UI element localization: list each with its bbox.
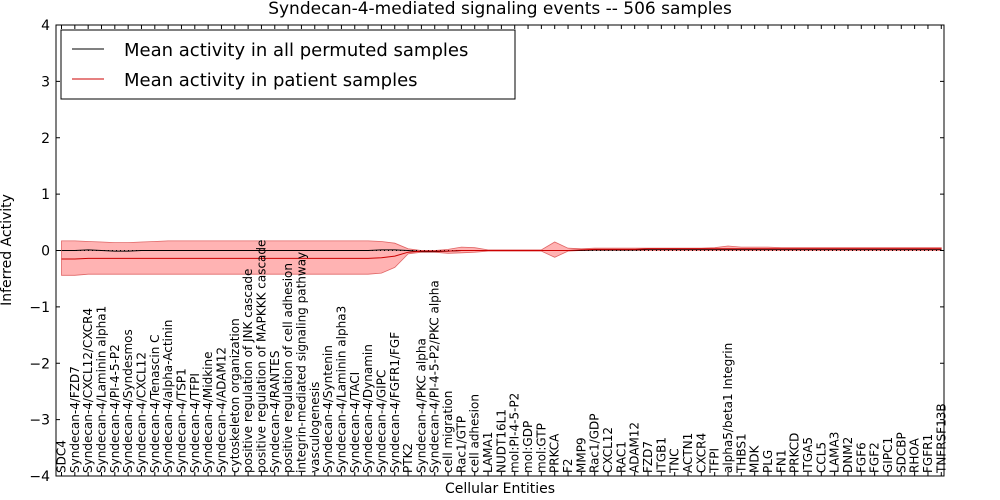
y-tick-label: −2	[29, 356, 50, 372]
x-tick-label: cytoskeleton organization	[228, 318, 242, 473]
x-tick-label: Rac1/GTP	[454, 416, 468, 473]
x-tick-label: SDCBP	[894, 432, 908, 473]
x-tick-label: Syndecan-4/PI-4-5-P2/PKC alpha	[428, 280, 442, 473]
x-tick-label: Syndecan-4/CXCL12	[135, 352, 149, 473]
x-tick-label: SDC4	[55, 440, 69, 473]
x-tick-label: Syndecan-4/TFPI	[188, 373, 202, 473]
y-axis: −4 −3 −2 −1 0 1 2 3 4	[29, 18, 944, 485]
y-tick-label: 0	[41, 244, 50, 260]
x-tick-label: Syndecan-4/CXCL12/CXCR4	[81, 308, 95, 473]
x-tick-label: DNM2	[841, 437, 855, 473]
x-tick-label: ITGB1	[654, 437, 668, 473]
x-tick-label: Syndecan-4/FGFR1/FGF	[388, 332, 402, 473]
x-tick-label: CCL5	[814, 442, 828, 473]
x-tick-label: Syndecan-4/Syndesmos	[121, 329, 135, 473]
x-tick-label: cell adhesion	[468, 394, 482, 473]
x-tick-label: alpha5/beta1 Integrin	[721, 343, 735, 473]
y-tick-label: −1	[29, 300, 50, 316]
series-line-patient	[61, 248, 942, 260]
x-tick-label: MDK	[748, 444, 762, 473]
x-tick-label: FGF6	[854, 442, 868, 473]
x-tick-label: positive regulation of JNK cascade	[241, 269, 255, 473]
y-axis-title: Inferred Activity	[0, 194, 15, 306]
x-tick-label: PLG	[761, 450, 775, 473]
x-tick-label: Syndecan-4/FZD7	[68, 366, 82, 473]
y-tick-label: 2	[41, 131, 50, 147]
x-tick-label: Syndecan-4/Midkine	[201, 352, 215, 473]
x-tick-label: LAMA1	[481, 432, 495, 473]
x-tick-label: PRKCA	[548, 433, 562, 473]
x-tick-label: F2	[561, 458, 575, 473]
x-tick-label: RAC1	[614, 441, 628, 473]
x-axis-title: Cellular Entities	[445, 481, 555, 497]
x-tick-label: TFPI	[708, 448, 722, 474]
x-tick-label: Syndecan-4/PI-4-5-P2	[108, 344, 122, 473]
x-tick-label: Syndecan-4/Syntenin	[321, 345, 335, 473]
x-tick-label: ADAM12	[628, 422, 642, 473]
x-tick-label: vasculogenesis	[308, 382, 322, 473]
x-tick-label: Syndecan-4/alpha-Actinin	[161, 320, 175, 473]
x-tick-label: Rac1/GDP	[588, 414, 602, 473]
x-tick-label: mol:GTP	[534, 423, 548, 473]
x-tick-label: Syndecan-4/ADAM12	[215, 347, 229, 473]
x-tick-label: CXCL12	[601, 427, 615, 473]
x-tick-label: Syndecan-4/RANTES	[268, 351, 282, 473]
legend-label-permuted: Mean activity in all permuted samples	[124, 40, 468, 61]
x-tick-label: FN1	[774, 449, 788, 473]
x-tick-label: positive regulation of MAPKKK cascade	[254, 240, 268, 473]
x-tick-label: Syndecan-4/Tenascin C	[148, 334, 162, 473]
x-tick-label: FGF2	[868, 442, 882, 473]
x-tick-label: positive regulation of cell adhesion	[281, 263, 295, 473]
x-tick-label: MMP9	[574, 437, 588, 473]
x-tick-label: ACTN1	[681, 433, 695, 473]
x-tick-label: Syndecan-4/Laminin alpha1	[95, 306, 109, 473]
x-tick-label: mol:GDP	[521, 421, 535, 473]
x-tick-label: Syndecan-4/Laminin alpha3	[334, 306, 348, 473]
x-tick-label: FGFR1	[921, 434, 935, 473]
x-tick-label: RHOA	[908, 437, 922, 473]
y-tick-label: −4	[29, 469, 50, 485]
x-tick-label: Syndecan-4/TSP1	[175, 368, 189, 473]
x-tick-label: Syndecan-4/GIPC	[374, 370, 388, 473]
x-tick-label: PRKCD	[788, 433, 802, 473]
x-axis: SDC4 Syndecan-4/FZD7 Syndecan-4/CXCL12/CXC…	[55, 25, 948, 476]
x-tick-label: Syndecan-4/Dynamin	[361, 344, 375, 473]
x-tick-label: NUDT16L1	[494, 409, 508, 473]
x-tick-label: CXCR4	[694, 433, 708, 473]
chart-title: Syndecan-4-mediated signaling events -- …	[268, 0, 732, 19]
x-tick-label: THBS1	[734, 433, 748, 474]
x-tick-label: TNC	[668, 448, 682, 474]
legend-label-patient: Mean activity in patient samples	[124, 70, 418, 91]
x-tick-label: TNFRSF13B	[934, 403, 948, 474]
x-tick-label: PTK2	[401, 443, 415, 473]
legend-box	[60, 29, 516, 100]
x-tick-label: cell migration	[441, 391, 455, 473]
x-tick-label: integrin-mediated signaling pathway	[294, 252, 308, 473]
x-tick-label: ITGA5	[801, 437, 815, 473]
x-tick-label: Syndecan-4/PKC alpha	[414, 338, 428, 473]
x-tick-label: mol:PI-4-5-P2	[508, 393, 522, 473]
x-tick-label: Syndecan-4/TACI	[348, 372, 362, 473]
x-tick-label: GIPC1	[881, 437, 895, 473]
plot-area	[56, 240, 944, 276]
y-tick-label: 4	[41, 18, 50, 34]
y-tick-label: 1	[41, 187, 50, 203]
y-tick-label: −3	[29, 413, 50, 429]
y-tick-label: 3	[41, 74, 50, 90]
x-tick-label: FZD7	[641, 441, 655, 473]
x-tick-label: LAMA3	[828, 432, 842, 473]
legend: Mean activity in all permuted samples Me…	[60, 29, 516, 100]
